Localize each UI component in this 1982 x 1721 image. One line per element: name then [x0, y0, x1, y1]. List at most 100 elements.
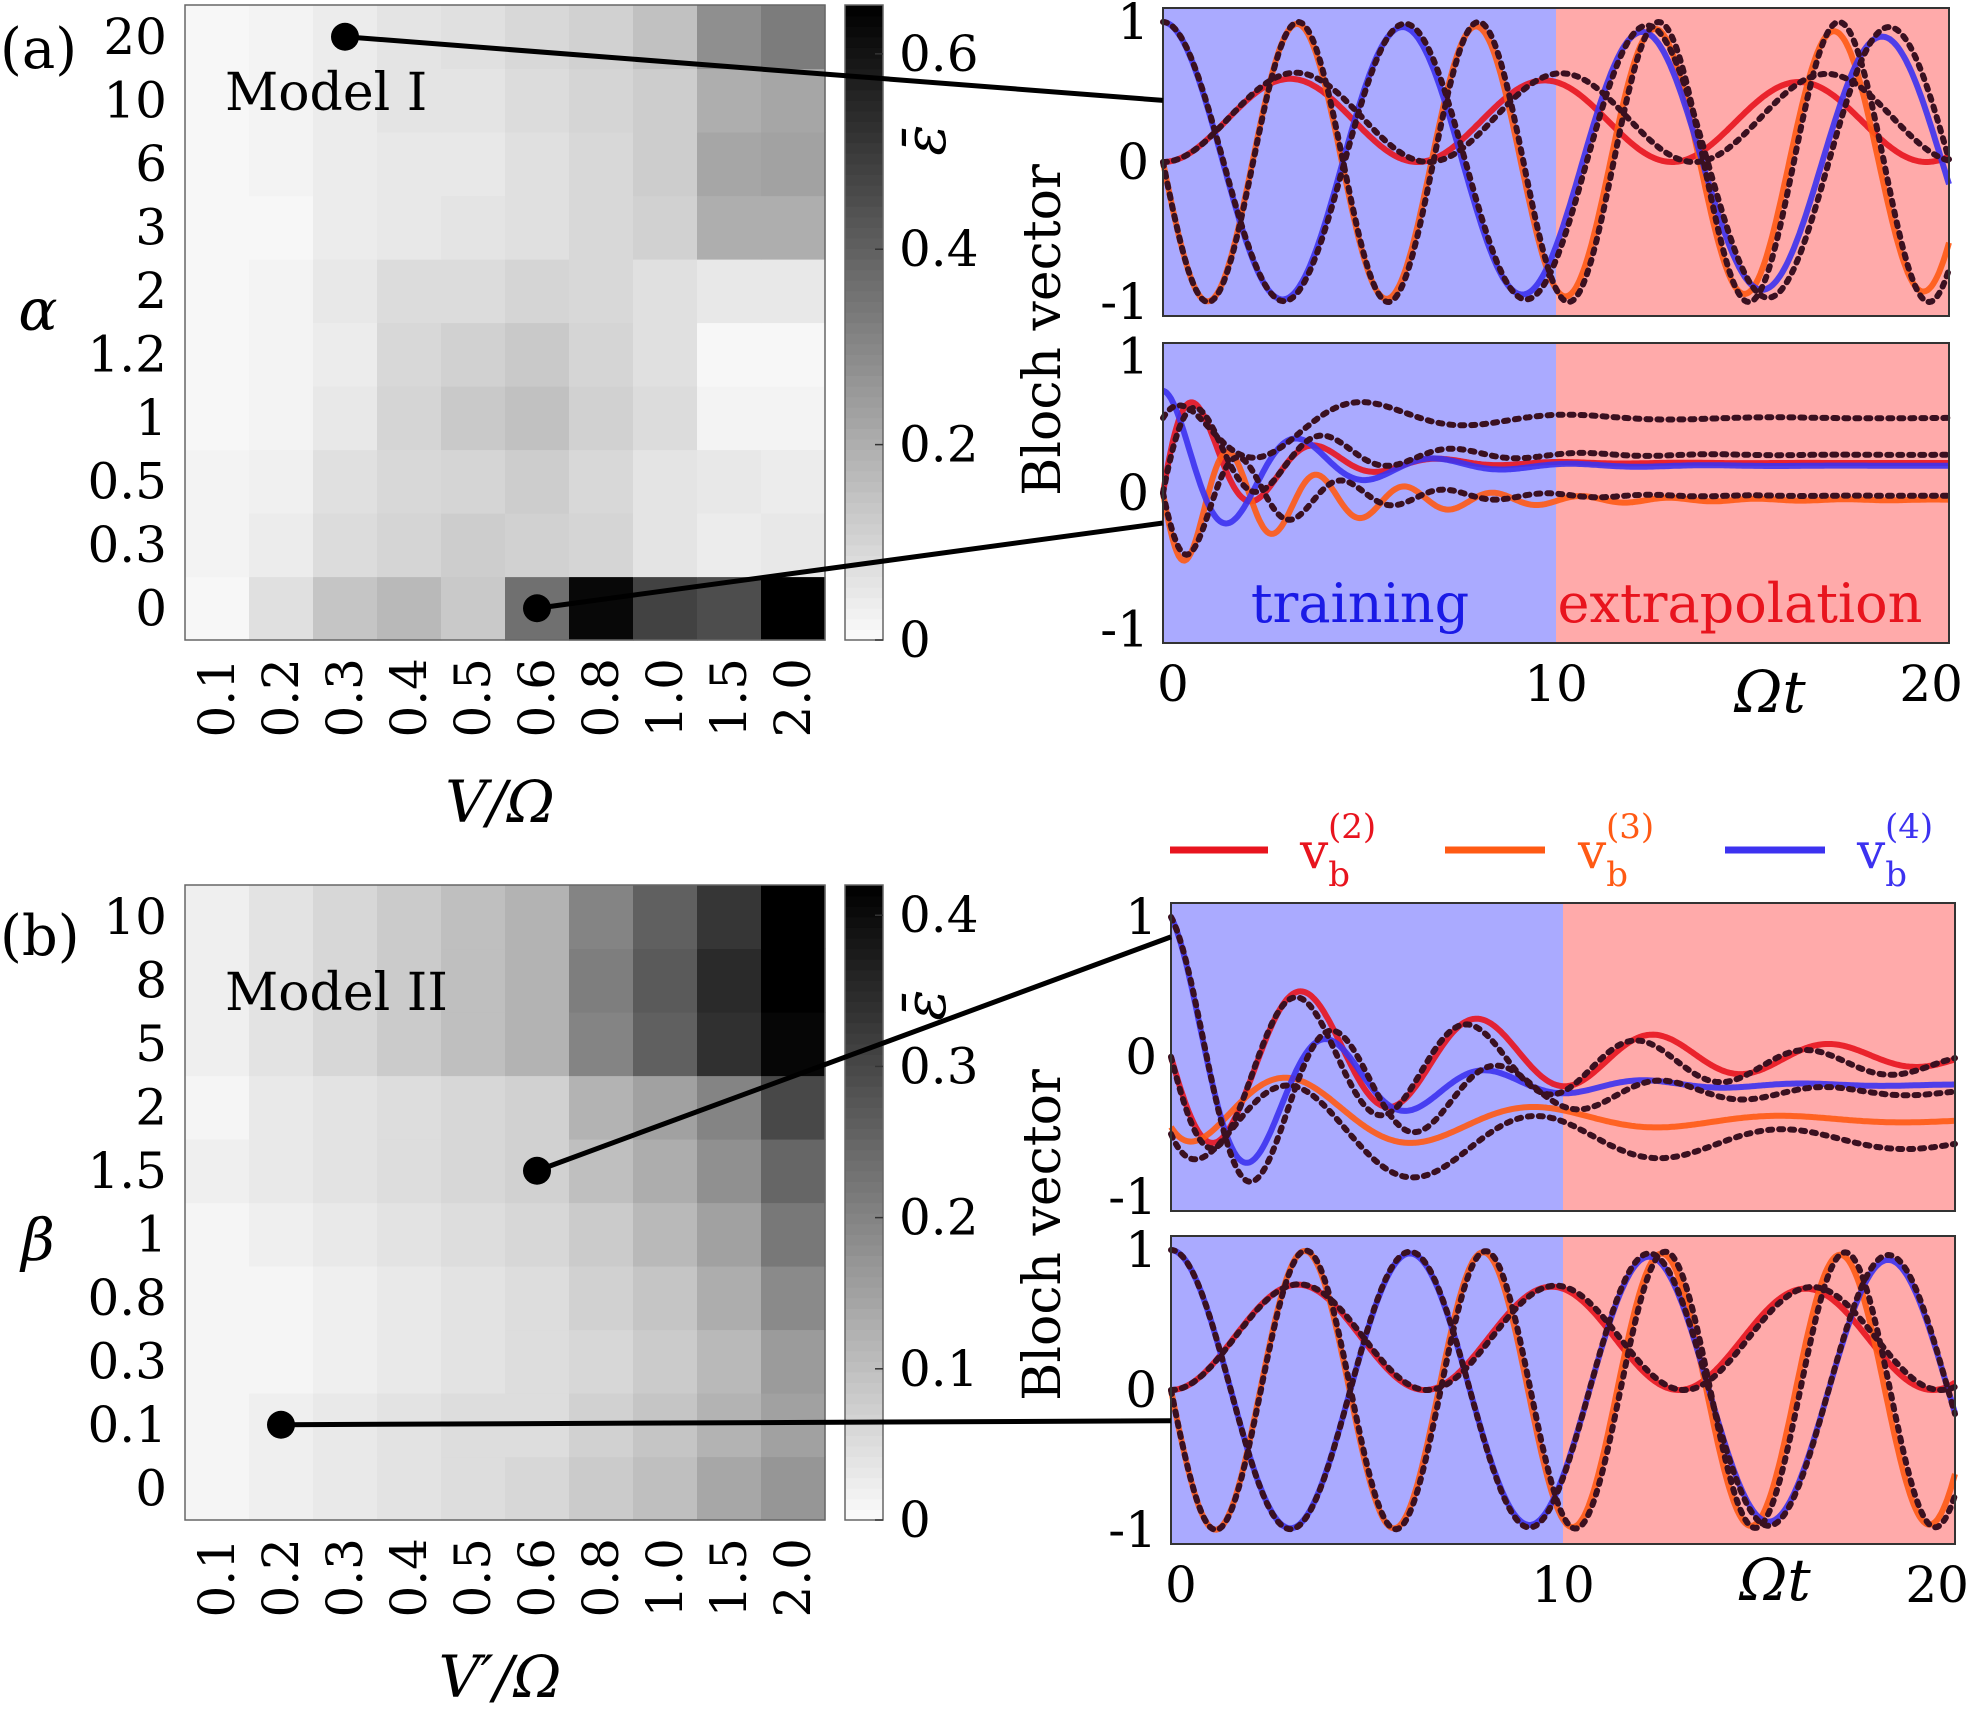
- colorbar-segment: [845, 948, 883, 960]
- exact-series-line: [1168, 1082, 1958, 1181]
- heatmap-cell: [185, 576, 250, 641]
- heatmap-cell: [697, 195, 762, 260]
- model-1-label: Model I: [225, 63, 427, 123]
- colorbar-segment: [845, 1382, 883, 1394]
- heatmap-cell: [761, 132, 826, 197]
- heatmap-cell: [697, 1202, 762, 1267]
- colorbar-segment: [845, 68, 883, 80]
- heatmap-cell: [377, 5, 442, 70]
- heatmap-cell: [249, 513, 314, 578]
- heatmap-cell: [377, 1012, 442, 1077]
- colorbar-segment: [845, 57, 883, 70]
- heatmap-cell: [249, 1202, 314, 1267]
- heatmap-cell: [505, 195, 570, 260]
- heatmap-cell: [313, 513, 378, 578]
- colorbar-segment: [845, 460, 883, 472]
- bloch-y-tick-label: 1: [1117, 0, 1149, 51]
- x-tick-label: 1.0: [636, 658, 694, 738]
- legend-v4-base: v: [1856, 822, 1886, 880]
- heatmap-cell: [505, 5, 570, 70]
- plot-frame: [1162, 7, 1950, 317]
- heatmap-cell: [697, 1266, 762, 1331]
- colorbar-tick-label: 0: [899, 611, 931, 669]
- colorbar-segment: [845, 132, 883, 144]
- marker-connector-line: [344, 34, 1164, 103]
- x-tick-label: 0.1: [188, 1538, 246, 1618]
- colorbar-tick-label: 0.2: [899, 1189, 979, 1247]
- heatmap-cell: [633, 68, 698, 133]
- heatmap-cell: [633, 449, 698, 514]
- heatmap-cell: [441, 576, 506, 641]
- colorbar-segment: [845, 1509, 883, 1521]
- heatmap-cell: [633, 1329, 698, 1394]
- series-line-v3: [1168, 1074, 1956, 1146]
- colorbar-segment: [845, 174, 883, 186]
- y-tick-label: 1.5: [87, 1142, 167, 1200]
- heatmap-cell: [313, 1075, 378, 1140]
- heatmap-frame: [184, 884, 826, 1521]
- bloch-ylabel-b: Bloch vector: [1013, 1069, 1073, 1401]
- colorbar-model-2: 0 0.1 0.2 0.3 0.4: [844, 884, 979, 1549]
- colorbar-segment: [845, 937, 883, 950]
- heatmap-cell: [761, 1456, 826, 1521]
- colorbar-segment: [845, 1361, 883, 1373]
- legend-v2-sup: (2): [1328, 807, 1376, 847]
- heatmap-cell: [313, 576, 378, 641]
- heatmap-cell: [569, 1202, 634, 1267]
- heatmap-cell: [377, 1202, 442, 1267]
- colorbar-segment: [845, 906, 883, 918]
- heatmap-cell: [313, 1456, 378, 1521]
- colorbar-segment: [845, 1308, 883, 1320]
- colorbar-segment: [845, 1498, 883, 1511]
- colorbar-segment: [845, 407, 883, 419]
- colorbar-segment: [845, 1191, 883, 1204]
- heatmap-cell: [377, 513, 442, 578]
- exact-series-line: [1160, 19, 1952, 305]
- bloch-y-tick-label: 0: [1125, 1028, 1157, 1086]
- colorbar-tick-label: 0: [899, 1491, 931, 1549]
- exact-series-line: [1168, 994, 1958, 1152]
- x-axis-title-b-right: Ωt: [1738, 1546, 1811, 1614]
- heatmap-cell: [505, 1012, 570, 1077]
- colorbar-segment: [845, 121, 883, 133]
- heatmap-cell: [761, 5, 826, 70]
- legend-v3-sup: (3): [1606, 807, 1654, 847]
- heatmap-cell: [249, 132, 314, 197]
- colorbar-segment: [845, 184, 883, 197]
- colorbar-tick-label: 0.6: [899, 25, 979, 83]
- heatmap-cell: [249, 576, 314, 641]
- heatmap-cell: [569, 259, 634, 324]
- heatmap-cell: [249, 1266, 314, 1331]
- colorbar-segment: [845, 1340, 883, 1352]
- training-label: training: [1251, 572, 1469, 635]
- heatmap-cell: [249, 68, 314, 133]
- colorbar-segment: [845, 1287, 883, 1299]
- heatmap-cell: [505, 132, 570, 197]
- heatmap-cell: [633, 195, 698, 260]
- heatmap-cell: [697, 132, 762, 197]
- bloch-plot-a-bottom: 10-10 10 20: [1100, 328, 1963, 713]
- heatmap-cell: [313, 1139, 378, 1204]
- heatmap-cell: [505, 1456, 570, 1521]
- heatmap-cell: [313, 948, 378, 1013]
- heatmap-cell: [697, 885, 762, 950]
- colorbar-tick-label: 0.3: [899, 1037, 979, 1095]
- heatmap-cell: [441, 513, 506, 578]
- colorbar-segment: [845, 481, 883, 493]
- heatmap-cell: [505, 386, 570, 451]
- heatmap-cell: [569, 885, 634, 950]
- y-tick-label: 8: [135, 951, 167, 1009]
- colorbar-segment: [845, 1350, 883, 1362]
- colorbar-segment: [845, 990, 883, 1003]
- y-tick-label: 20: [103, 8, 167, 66]
- x-tick-label: 0.5: [444, 1538, 502, 1618]
- colorbar-segment: [845, 523, 883, 535]
- heatmap-cell: [313, 68, 378, 133]
- y-tick-label: 0: [135, 579, 167, 637]
- heatmap-frame: [184, 4, 826, 641]
- colorbar-segment: [845, 1445, 883, 1458]
- colorbar-segment: [845, 1012, 883, 1024]
- heatmap-cell: [377, 68, 442, 133]
